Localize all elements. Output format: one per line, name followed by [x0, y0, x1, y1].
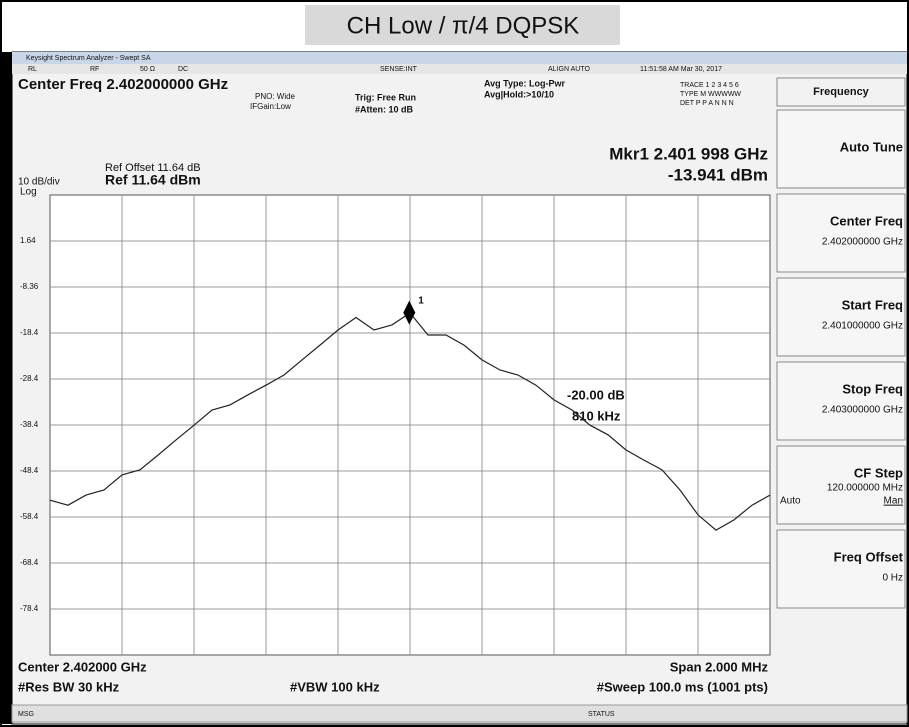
y-tick-label: -38.4	[20, 420, 39, 429]
menu-label: CF Step	[854, 465, 903, 480]
y-tick-label: -28.4	[20, 374, 39, 383]
footer-vbw: #VBW 100 kHz	[290, 679, 380, 694]
menu-label: Start Freq	[842, 297, 903, 312]
app-title: Keysight Spectrum Analyzer - Swept SA	[26, 55, 151, 62]
trace-det: DET P P A N N N	[680, 100, 734, 107]
log: Log	[20, 187, 37, 198]
trace-type: TYPE M WWWWW	[680, 91, 741, 98]
status-item: RF	[90, 66, 99, 73]
menu-label: Center Freq	[830, 213, 903, 228]
status-item: 50 Ω	[140, 66, 155, 73]
y-tick-label: -8.36	[20, 282, 39, 291]
atten: #Atten: 10 dB	[355, 104, 414, 114]
marker-label: 1	[418, 295, 424, 306]
left-strip	[2, 52, 12, 724]
menu-value: 2.403000000 GHz	[822, 405, 903, 416]
menu-button[interactable]	[776, 529, 906, 609]
footer-sweep: #Sweep 100.0 ms (1001 pts)	[597, 679, 768, 694]
trig: Trig: Free Run	[355, 92, 416, 102]
avg-hold: Avg|Hold:>10/10	[484, 89, 554, 99]
y-tick-label: -68.4	[20, 558, 39, 567]
msg: MSG	[18, 711, 34, 718]
menu-label: Freq Offset	[834, 549, 904, 564]
status-item: SENSE:INT	[380, 66, 418, 73]
status-item: RL	[28, 66, 37, 73]
status-item: DC	[178, 66, 188, 73]
status: STATUS	[588, 711, 615, 718]
status-bar	[11, 704, 908, 723]
footer-rbw: #Res BW 30 kHz	[18, 679, 120, 694]
menu-button[interactable]	[776, 445, 906, 525]
marker-level: -13.941 dBm	[668, 165, 768, 184]
status-item: 11:51:58 AM Mar 30, 2017	[640, 66, 722, 73]
y-tick-label: -18.4	[20, 328, 39, 337]
trace: TRACE 1 2 3 4 5 6	[680, 82, 739, 89]
scale: 10 dB/div	[18, 177, 60, 188]
pno: PNO: Wide	[255, 92, 296, 101]
annotation: -20.00 dB	[567, 387, 625, 402]
marker-freq: Mkr1 2.401 998 GHz	[609, 144, 768, 163]
menu-value: 2.401000000 GHz	[822, 321, 903, 332]
ref-level: Ref 11.64 dBm	[105, 172, 201, 188]
y-tick-label: 1.64	[20, 236, 36, 245]
menu-value: 2.402000000 GHz	[822, 237, 903, 248]
status-row	[12, 64, 907, 74]
menu-button[interactable]	[776, 277, 906, 357]
menu-label: Auto Tune	[840, 139, 903, 154]
menu-option: Man	[884, 496, 903, 507]
avg-type: Avg Type: Log-Pwr	[484, 78, 565, 88]
ifgain: IFGain:Low	[250, 102, 291, 111]
y-tick-label: -78.4	[20, 604, 39, 613]
status-item: ALIGN AUTO	[548, 66, 590, 73]
ref-offset: Ref Offset 11.64 dB	[105, 162, 201, 174]
menu-button[interactable]	[776, 361, 906, 441]
footer-center: Center 2.402000 GHz	[18, 659, 147, 674]
y-tick-label: -58.4	[20, 512, 39, 521]
marker	[403, 300, 416, 325]
menu-title-box	[776, 77, 906, 107]
menu-label: Stop Freq	[842, 381, 903, 396]
menu-title: Frequency	[813, 86, 870, 98]
menu-option: Auto	[780, 496, 801, 507]
title: CH Low / π/4 DQPSK	[347, 12, 580, 39]
menu-value: 0 Hz	[882, 573, 903, 584]
menu-value: 120.000000 MHz	[827, 483, 903, 494]
title-box	[305, 5, 620, 45]
center-freq: Center Freq 2.402000000 GHz	[18, 76, 228, 93]
menu-button[interactable]	[776, 109, 906, 189]
menu-button[interactable]	[776, 193, 906, 273]
y-tick-label: -48.4	[20, 466, 39, 475]
window-titlebar	[12, 52, 907, 64]
footer-span: Span 2.000 MHz	[670, 659, 769, 674]
